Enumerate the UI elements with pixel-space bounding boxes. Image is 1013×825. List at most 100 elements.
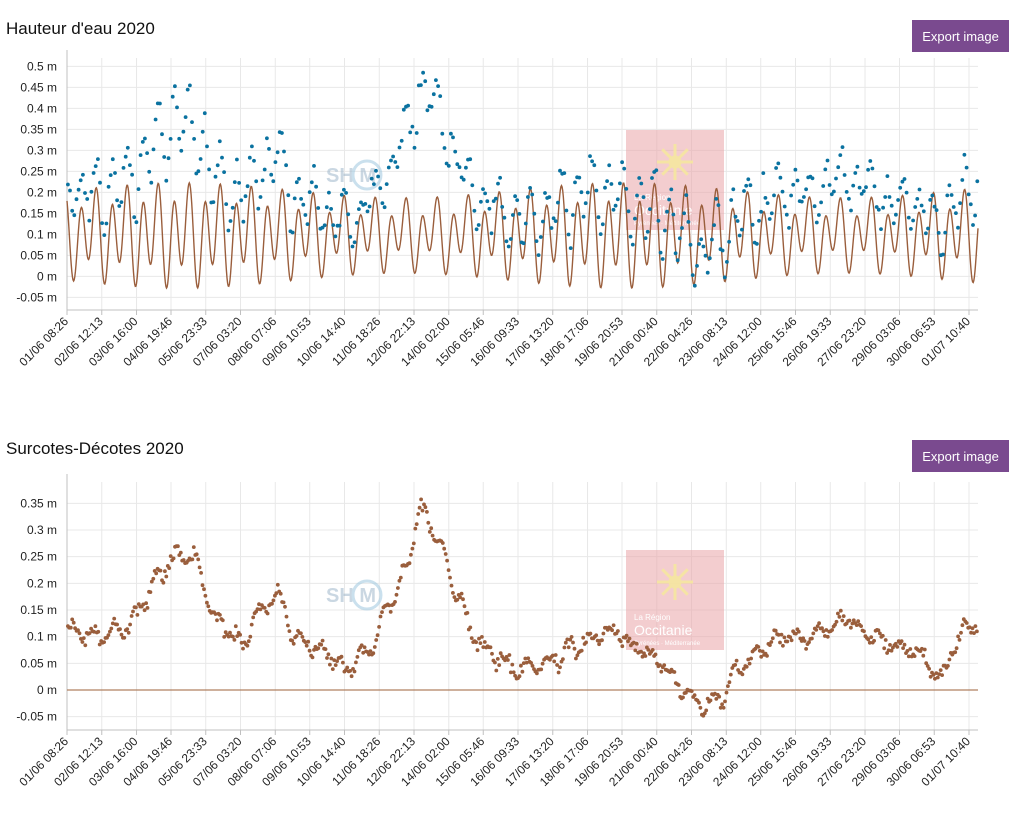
- export-image-button[interactable]: Export image: [912, 20, 1009, 52]
- data-point: [354, 660, 358, 665]
- data-point: [112, 616, 117, 621]
- data-point: [746, 177, 751, 182]
- data-point: [571, 640, 575, 645]
- data-point: [480, 635, 484, 639]
- data-point: [686, 220, 691, 224]
- export-image-button[interactable]: Export image: [912, 440, 1009, 472]
- data-point: [382, 205, 387, 210]
- data-point: [868, 159, 873, 163]
- data-point: [151, 576, 156, 581]
- data-point: [330, 667, 335, 671]
- data-point: [141, 602, 146, 607]
- data-point: [507, 653, 512, 657]
- data-point: [639, 649, 643, 654]
- shom-watermark-text: SH M: [326, 585, 376, 607]
- data-point: [110, 621, 115, 626]
- data-point: [552, 659, 557, 664]
- data-point: [145, 606, 150, 610]
- data-point: [650, 648, 655, 652]
- data-point: [912, 654, 917, 658]
- data-point: [855, 164, 860, 169]
- data-point: [228, 630, 232, 635]
- data-point: [956, 634, 960, 639]
- data-point: [319, 642, 324, 647]
- data-point: [215, 163, 220, 168]
- data-point: [650, 176, 654, 180]
- data-point: [866, 637, 871, 642]
- data-point: [964, 165, 969, 170]
- data-point: [410, 546, 415, 551]
- data-point: [176, 544, 180, 549]
- data-point: [720, 248, 725, 253]
- data-point: [765, 654, 769, 658]
- data-point: [303, 640, 308, 644]
- region-line2: Occitanie: [634, 202, 693, 218]
- data-point: [862, 629, 866, 634]
- data-point: [878, 631, 882, 636]
- data-point: [697, 700, 701, 705]
- data-point: [866, 167, 870, 172]
- data-point: [710, 237, 714, 242]
- data-point: [387, 603, 392, 608]
- data-point: [457, 165, 462, 170]
- data-point: [349, 674, 354, 679]
- data-point: [81, 172, 85, 177]
- data-point: [528, 186, 532, 190]
- data-point: [563, 640, 568, 645]
- data-point: [398, 575, 403, 580]
- data-point: [940, 673, 944, 677]
- data-point: [558, 665, 562, 670]
- data-point: [592, 163, 597, 168]
- data-point: [802, 639, 807, 643]
- data-point: [561, 657, 565, 661]
- data-point: [772, 193, 776, 198]
- data-point: [394, 592, 399, 597]
- data-point: [902, 642, 907, 647]
- data-point: [89, 189, 94, 194]
- data-point: [316, 206, 321, 210]
- data-point: [834, 619, 839, 624]
- data-point: [377, 625, 381, 629]
- data-point: [278, 591, 283, 596]
- data-point: [197, 565, 202, 570]
- data-point: [970, 626, 975, 631]
- data-point: [167, 566, 172, 570]
- data-point: [96, 629, 101, 634]
- data-point: [667, 197, 671, 202]
- data-point: [164, 178, 169, 183]
- data-point: [123, 154, 128, 159]
- data-point: [937, 672, 942, 676]
- data-point: [705, 270, 710, 275]
- data-point: [286, 193, 291, 198]
- data-point: [611, 623, 616, 628]
- data-point: [290, 638, 295, 643]
- region-line1: La Région: [634, 613, 670, 622]
- data-point: [854, 623, 859, 627]
- data-point: [76, 628, 80, 633]
- data-point: [596, 215, 601, 220]
- data-point: [859, 192, 864, 196]
- data-point: [922, 647, 927, 652]
- occitan-cross-icon: [657, 564, 693, 600]
- y-tick-label: 0.35 m: [20, 496, 57, 510]
- data-point: [676, 683, 681, 687]
- data-point: [421, 70, 425, 75]
- data-point: [932, 204, 937, 209]
- data-point: [122, 635, 127, 640]
- cross-center: [668, 155, 682, 169]
- data-point: [391, 154, 395, 159]
- data-point: [682, 211, 686, 216]
- data-point: [851, 183, 856, 188]
- data-point: [442, 546, 447, 551]
- data-point: [115, 622, 119, 627]
- data-point: [284, 163, 288, 168]
- data-point: [906, 215, 911, 220]
- shom-logo-ring: [351, 159, 383, 191]
- data-point: [957, 638, 962, 642]
- data-point: [220, 618, 225, 623]
- data-point: [847, 618, 852, 623]
- data-point: [294, 180, 299, 185]
- data-point: [859, 624, 863, 628]
- data-point: [757, 648, 762, 653]
- data-point: [867, 640, 872, 645]
